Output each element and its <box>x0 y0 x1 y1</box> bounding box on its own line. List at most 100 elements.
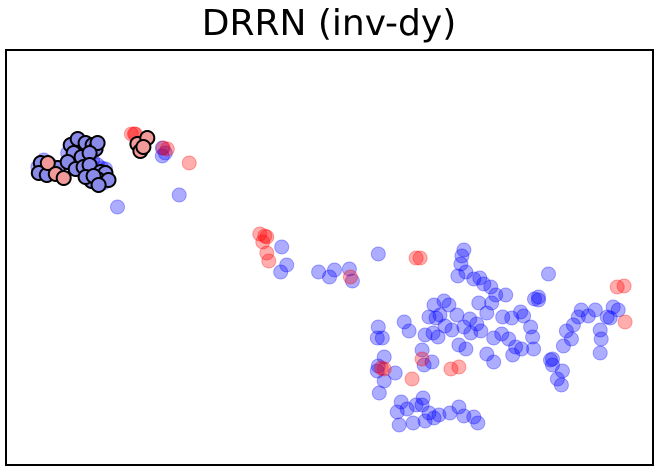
scatter-point-blue <box>432 307 448 323</box>
scatter-point-blue <box>344 273 360 289</box>
scatter-point-blue <box>466 271 482 287</box>
scatter-point-blue <box>456 408 472 424</box>
scatter-point-blue <box>592 322 608 338</box>
scatter-point-blue <box>327 262 342 278</box>
scatter-point-blue <box>430 329 446 345</box>
scatter-point-blue <box>415 390 431 406</box>
scatter-point-blue <box>525 329 541 345</box>
scatter-point-blue <box>541 266 556 282</box>
scatter-point-blue <box>495 309 511 325</box>
scatter-point-blue <box>462 311 478 327</box>
scatter-point-blue <box>592 345 608 361</box>
scatter-point-blue <box>405 415 421 431</box>
scatter-point-red <box>181 155 197 171</box>
scatter-point-blue <box>486 330 502 346</box>
scatter-point-blue <box>483 279 499 295</box>
scatter-point-blue <box>421 309 437 325</box>
scatter-point-blue <box>545 357 560 373</box>
scatter-point-red <box>255 234 271 250</box>
scatter-point-red <box>342 269 358 285</box>
scatter-point-blue <box>396 314 412 330</box>
scatter-point-blue <box>453 256 469 272</box>
scatter-point-blue <box>458 264 474 280</box>
scatter-point-blue <box>369 363 385 379</box>
scatter-point-blue <box>599 309 615 325</box>
scatter-point-blue <box>543 352 558 368</box>
scatter-point-blue <box>545 351 560 367</box>
scatter-point-blue <box>504 310 520 326</box>
scatter-point-blue <box>501 331 517 347</box>
scatter-point-blue <box>421 405 437 421</box>
scatter-point-blue <box>322 269 337 285</box>
scatter-point-blue <box>494 326 510 342</box>
scatter-point-blue <box>437 318 453 334</box>
scatter-point-blue <box>389 404 405 420</box>
scatter-point-blue <box>387 365 403 381</box>
scatter-point-blue <box>610 302 626 318</box>
scatter-point-blue <box>442 405 458 421</box>
scatter-point-blue <box>570 309 586 325</box>
scatter-point-blue <box>311 264 327 280</box>
scatter-point-red <box>451 359 467 375</box>
scatter-point-blue <box>605 299 621 315</box>
scatter-point-blue <box>580 308 596 324</box>
scatter-point-blue <box>370 319 386 335</box>
scatter-point-blue <box>436 293 452 309</box>
scatter-point-red <box>414 351 430 367</box>
scatter-point-blue <box>417 413 433 429</box>
scatter-points <box>30 126 633 433</box>
scatter-point-blue <box>473 323 489 339</box>
scatter-point-red <box>261 253 277 269</box>
scatter-point-blue <box>488 287 504 303</box>
scatter-point-highlight <box>90 177 107 193</box>
scatter-point-blue <box>472 270 488 286</box>
scatter-point-blue <box>516 308 532 324</box>
scatter-point-blue <box>484 295 500 311</box>
scatter-point-blue <box>370 246 386 262</box>
scatter-point-blue <box>414 342 430 358</box>
scatter-point-blue <box>376 373 392 389</box>
scatter-point-blue <box>531 292 546 308</box>
scatter-point-blue <box>451 337 467 353</box>
scatter-point-blue <box>451 399 467 415</box>
scatter-point-blue <box>416 357 432 373</box>
scatter-point-blue <box>417 327 433 343</box>
scatter-point-blue <box>553 377 569 393</box>
scatter-point-blue <box>171 187 187 203</box>
scatter-point-red <box>616 278 632 294</box>
scatter-point-blue <box>425 325 441 341</box>
scatter-point-red <box>252 226 268 242</box>
scatter-point-blue <box>441 297 457 313</box>
scatter-point-blue <box>554 363 570 379</box>
scatter-point-blue <box>393 394 409 410</box>
scatter-point-red <box>404 371 420 387</box>
scatter-point-blue <box>157 145 173 161</box>
scatter-point-blue <box>514 341 530 357</box>
scatter-point-blue <box>426 297 442 313</box>
scatter-point-blue <box>471 295 487 311</box>
scatter-point-blue <box>523 319 539 335</box>
scatter-point-red <box>259 245 275 261</box>
scatter-point-blue <box>513 304 529 320</box>
scatter-point-blue <box>408 397 424 413</box>
scatter-point-blue <box>456 242 472 258</box>
scatter-point-blue <box>573 302 589 318</box>
scatter-point-blue <box>370 358 386 374</box>
scatter-point-blue <box>479 346 495 362</box>
scatter-point-blue <box>424 354 440 370</box>
scatter-point-blue <box>498 287 514 303</box>
scatter-point-blue <box>369 330 385 346</box>
scatter-point-blue <box>508 339 524 355</box>
scatter-point-blue <box>458 341 474 357</box>
scatter-point-red <box>408 250 424 266</box>
scatter-point-red <box>376 361 392 377</box>
scatter-point-blue <box>476 276 492 292</box>
scatter-point-blue <box>431 407 447 423</box>
scatter-point-blue <box>374 330 390 346</box>
scatter-point-blue <box>428 310 444 326</box>
scatter-point-blue <box>274 239 290 255</box>
scatter-point-red <box>412 250 428 266</box>
scatter-point-blue <box>555 338 571 354</box>
